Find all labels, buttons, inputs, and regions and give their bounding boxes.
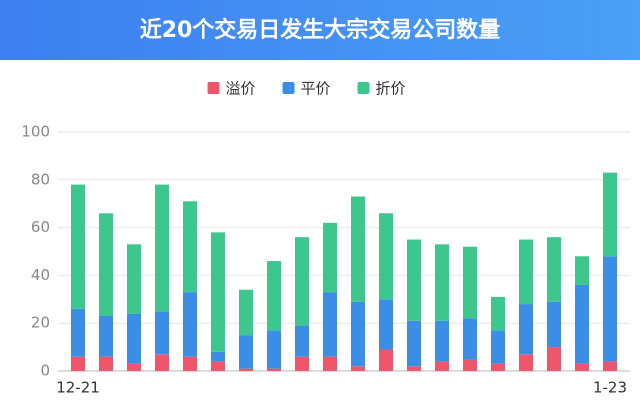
- x-tick-label: 1-23: [593, 379, 627, 397]
- bar-segment: [71, 356, 85, 371]
- y-tick-label: 20: [31, 314, 50, 332]
- bar-segment: [295, 325, 309, 357]
- bar-segment: [519, 304, 533, 355]
- bar-segment: [99, 213, 113, 317]
- bar-segment: [547, 237, 561, 302]
- legend-swatch: [357, 82, 370, 94]
- bar-segment: [239, 368, 253, 371]
- bar-segment: [239, 289, 253, 336]
- bar-segment: [155, 311, 169, 355]
- bar-segment: [547, 301, 561, 348]
- bar-segment: [407, 320, 421, 367]
- bar-segment: [295, 237, 309, 326]
- bar-segment: [99, 356, 113, 371]
- bar-segment: [183, 292, 197, 357]
- bar-segment: [71, 184, 85, 309]
- bar-segment: [435, 361, 449, 371]
- bar-segment: [519, 239, 533, 305]
- bar-segment: [575, 363, 589, 371]
- bar-segment: [295, 356, 309, 371]
- bar-segment: [323, 292, 337, 357]
- y-tick-label: 100: [21, 123, 50, 141]
- bar-segment: [435, 244, 449, 321]
- legend-label: 折价: [376, 80, 406, 98]
- bar-segment: [351, 301, 365, 367]
- bar-segment: [603, 361, 617, 371]
- bar-segment: [155, 354, 169, 371]
- legend-label: 溢价: [226, 80, 256, 98]
- bar-segment: [603, 256, 617, 362]
- bar-segment: [379, 299, 393, 350]
- bar-segment: [239, 335, 253, 369]
- legend-label: 平价: [301, 80, 331, 98]
- bar-segment: [547, 347, 561, 371]
- bar-segment: [267, 330, 281, 369]
- bar-segment: [463, 246, 477, 319]
- bar-segment: [99, 316, 113, 357]
- bar-segment: [183, 356, 197, 371]
- bar-segment: [267, 261, 281, 331]
- bar-segment: [323, 356, 337, 371]
- x-tick-label: 12-21: [56, 379, 100, 397]
- bar-segment: [211, 361, 225, 371]
- bar-segment: [463, 359, 477, 371]
- bar-segment: [407, 239, 421, 321]
- bar-segment: [575, 256, 589, 285]
- bar-segment: [575, 284, 589, 364]
- bar-segment: [323, 222, 337, 293]
- chart-title: 近20个交易日发生大宗交易公司数量: [140, 17, 501, 43]
- bar-segment: [379, 349, 393, 371]
- bar-segment: [379, 213, 393, 300]
- bar-segment: [183, 201, 197, 293]
- bar-segment: [351, 366, 365, 371]
- bar-segment: [267, 368, 281, 371]
- bar-segment: [351, 196, 365, 302]
- bar-segment: [127, 313, 141, 364]
- bar-segment: [211, 232, 225, 352]
- bar-segment: [127, 244, 141, 314]
- bar-segment: [491, 296, 505, 331]
- bar-segment: [603, 172, 617, 257]
- y-tick-label: 40: [31, 266, 50, 284]
- bar-segment: [519, 354, 533, 371]
- bar-segment: [127, 363, 141, 371]
- bar-segment: [435, 320, 449, 362]
- y-tick-label: 60: [31, 218, 50, 236]
- bar-segment: [463, 318, 477, 360]
- legend-swatch: [282, 82, 295, 94]
- bar-segment: [407, 366, 421, 371]
- bar-segment: [155, 184, 169, 312]
- y-tick-label: 0: [40, 362, 50, 380]
- bar-segment: [71, 308, 85, 357]
- bar-segment: [211, 351, 225, 362]
- legend-swatch: [207, 82, 220, 94]
- bar-segment: [491, 363, 505, 371]
- bar-segment: [491, 330, 505, 364]
- header: [0, 0, 640, 60]
- y-tick-label: 80: [31, 170, 50, 188]
